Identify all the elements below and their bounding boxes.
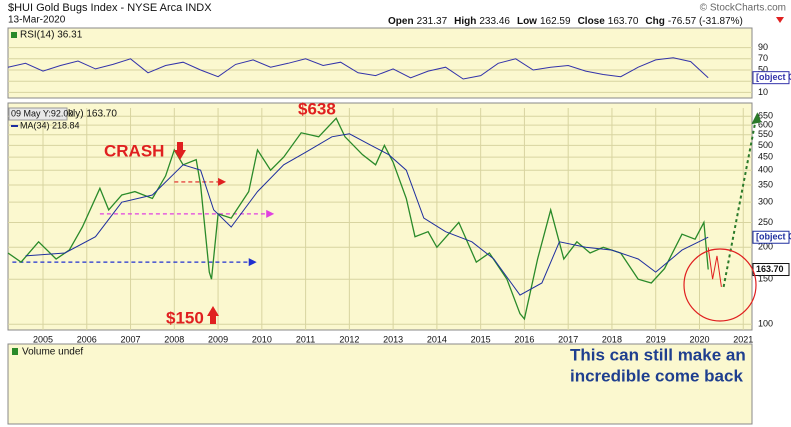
x-tick-label: 2020 — [689, 334, 709, 344]
quote-value: -76.57 (-31.87%) — [668, 16, 743, 27]
quote-label: Low — [517, 16, 537, 27]
title: $HUI Gold Bugs Index - NYSE Arca INDX — [8, 2, 212, 14]
quote-value: 162.59 — [540, 16, 571, 27]
value-tag — [752, 230, 790, 244]
quote-label: Close — [578, 16, 606, 27]
x-tick-label: 2007 — [121, 334, 141, 344]
x-tick-label: 2008 — [164, 334, 184, 344]
y-tick-label: 350 — [758, 179, 773, 189]
annotation: $150 — [166, 308, 204, 327]
reference-arrow — [266, 209, 275, 218]
value-tag-label: 163.70 — [756, 264, 784, 274]
y-tick-label: 10 — [758, 87, 768, 97]
projection-arrow — [751, 112, 762, 125]
rsi-chart: 1030507090[object Object]RSI(14) 36.31 — [7, 30, 791, 97]
y-tick-label: 200 — [758, 242, 773, 252]
value-tag — [752, 71, 790, 85]
tooltip-box — [8, 107, 68, 121]
quote-value: 233.46 — [479, 16, 510, 27]
y-tick-label: 70 — [758, 53, 768, 63]
series-line — [7, 117, 709, 321]
y-tick-label: 650 — [758, 111, 773, 121]
annotation: CRASH — [104, 141, 164, 160]
source: © StockCharts.com — [700, 3, 786, 14]
reference-arrow — [248, 258, 257, 267]
series-line — [7, 57, 709, 80]
y-tick-label: 150 — [758, 274, 773, 284]
crash-arrow-stem — [177, 142, 183, 151]
quote-label: Chg — [645, 16, 664, 27]
crash-arrow — [174, 150, 186, 160]
x-tick-label: 2019 — [646, 334, 666, 344]
tooltip: 09 May Y:92.00 — [11, 108, 73, 118]
x-tick-label: 2010 — [252, 334, 272, 344]
y-tick-label: 400 — [758, 165, 773, 175]
volume-panel — [7, 343, 753, 425]
date: 13-Mar-2020 — [8, 15, 66, 26]
x-tick-label: 2014 — [427, 334, 447, 344]
y-tick-label: 600 — [758, 120, 773, 130]
reference-arrow — [218, 177, 227, 186]
down-icon — [776, 17, 784, 23]
quote: Open 231.37 High 233.46 Low 162.59 Close 163.70… — [388, 16, 743, 27]
quote-value: 163.70 — [608, 16, 639, 27]
x-tick-label: 2011 — [296, 334, 315, 344]
legend-icon — [11, 32, 17, 38]
quote-label: Open — [388, 16, 414, 27]
price-legend: kly) 163.70 — [68, 109, 117, 120]
volume-label: Volume undef — [22, 347, 83, 358]
price-panel — [7, 102, 753, 331]
value-tag-label: [object Object] — [756, 232, 791, 242]
x-tick-label: 2015 — [471, 334, 491, 344]
ma-legend: MA(34) 218.84 — [20, 120, 80, 130]
series-line — [25, 133, 709, 296]
rsi-panel — [7, 27, 753, 99]
x-tick-label: 2013 — [383, 334, 403, 344]
bottom-arrow-stem — [210, 315, 216, 324]
x-tick-label: 2006 — [77, 334, 97, 344]
annotation: incredible come back — [570, 366, 743, 385]
x-tick-label: 2018 — [602, 334, 622, 344]
annotation: $638 — [298, 99, 336, 118]
x-tick-label: 2005 — [33, 334, 53, 344]
quote-value: 231.37 — [417, 16, 448, 27]
y-tick-label: 50 — [758, 64, 768, 74]
y-tick-label: 100 — [758, 319, 773, 329]
bottom-arrow — [207, 306, 219, 316]
rsi-legend: RSI(14) 36.31 — [20, 30, 83, 41]
volume-icon — [12, 348, 18, 355]
series-line — [707, 247, 722, 287]
value-tag-label: [object Object] — [756, 72, 791, 82]
series-line — [722, 116, 758, 288]
y-tick-label: 300 — [758, 197, 773, 207]
quote-label: High — [454, 16, 476, 27]
annotation: This can still make an — [570, 345, 746, 364]
y-tick-label: 500 — [758, 140, 773, 150]
x-tick-label: 2017 — [558, 334, 578, 344]
y-tick-label: 250 — [758, 217, 773, 227]
x-tick-label: 2012 — [339, 334, 359, 344]
x-tick-label: 2009 — [208, 334, 228, 344]
x-tick-label: 2016 — [514, 334, 534, 344]
x-tick-label: 2021 — [733, 334, 753, 344]
y-tick-label: 90 — [758, 42, 768, 52]
highlight-circle — [683, 248, 757, 322]
y-tick-label: 550 — [758, 129, 773, 139]
y-tick-label: 450 — [758, 151, 773, 161]
